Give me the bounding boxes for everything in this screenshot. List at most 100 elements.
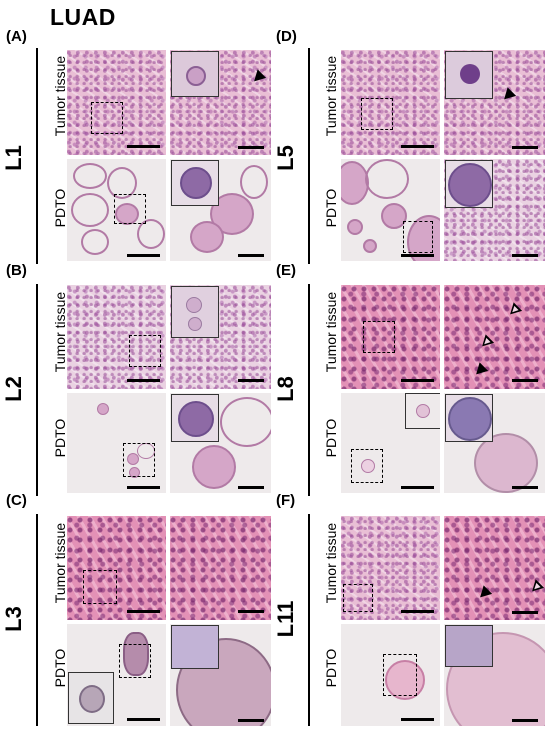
scale-bar <box>401 254 434 257</box>
panel-letter-b: (B) <box>6 262 27 279</box>
micrograph-c-pdto <box>67 624 166 726</box>
case-bracket-c <box>36 514 38 726</box>
cell-inset <box>445 51 493 99</box>
micrograph-e-tissue <box>341 285 440 389</box>
scale-bar <box>401 486 434 489</box>
zoom-region-box <box>383 654 417 696</box>
scale-bar <box>512 611 538 614</box>
row-label-tissue-b: Tumor tissue <box>52 291 68 373</box>
overview-inset <box>405 393 440 429</box>
case-label-l2: L2 <box>1 376 26 402</box>
zoom-region-box <box>351 449 383 483</box>
stain-inset <box>171 394 219 442</box>
micrograph-a-tissue-zoom <box>170 50 271 155</box>
micrograph-a-pdto <box>67 159 166 261</box>
row-label-tissue-d: Tumor tissue <box>323 55 339 137</box>
micrograph-d-tissue-zoom <box>444 50 545 155</box>
scale-bar <box>127 145 160 148</box>
micrograph-c-pdto-zoom <box>170 624 271 726</box>
cell-inset <box>171 286 219 338</box>
scale-bar <box>512 254 538 257</box>
scale-bar <box>238 379 264 382</box>
row-label-pdto-c: PDTO <box>52 648 68 688</box>
arrowhead-marker <box>471 362 489 379</box>
case-label-l3: L3 <box>1 606 26 632</box>
panel-letter-d: (D) <box>276 28 297 45</box>
scale-bar <box>127 610 160 613</box>
zoom-region-box <box>91 102 123 134</box>
arrowhead-marker <box>475 585 493 602</box>
scale-bar <box>238 254 264 257</box>
stain-inset <box>445 625 493 667</box>
open-arrowhead-marker <box>477 334 495 351</box>
row-label-pdto-d: PDTO <box>323 188 339 228</box>
case-label-l1: L1 <box>1 145 26 171</box>
scale-bar <box>127 379 160 382</box>
scale-bar <box>401 145 434 148</box>
stain-inset <box>445 160 493 208</box>
micrograph-a-tissue <box>67 50 166 155</box>
micrograph-d-tissue <box>341 50 440 155</box>
overview-inset <box>68 672 114 724</box>
row-label-pdto-e: PDTO <box>323 418 339 458</box>
case-bracket-b <box>36 284 38 496</box>
arrowhead-marker <box>249 69 267 86</box>
open-arrowhead-marker <box>505 302 523 319</box>
micrograph-c-tissue-zoom <box>170 516 271 620</box>
case-label-l11: L11 <box>273 600 298 638</box>
micrograph-f-tissue-zoom <box>444 516 545 620</box>
scale-bar <box>512 379 538 382</box>
micrograph-d-pdto <box>341 159 440 261</box>
micrograph-f-pdto <box>341 624 440 726</box>
stain-inset <box>171 625 219 669</box>
case-label-l5: L5 <box>273 145 298 171</box>
scale-bar <box>127 486 160 489</box>
zoom-region-box <box>119 644 151 678</box>
row-label-tissue-a: Tumor tissue <box>52 55 68 137</box>
micrograph-b-tissue <box>67 285 166 389</box>
zoom-region-box <box>361 98 393 130</box>
zoom-region-box <box>83 570 117 604</box>
case-bracket-d <box>308 48 310 264</box>
scale-bar <box>401 379 434 382</box>
scale-bar <box>512 719 538 722</box>
row-label-pdto-b: PDTO <box>52 418 68 458</box>
case-label-l8: L8 <box>273 376 298 402</box>
row-label-pdto-a: PDTO <box>52 188 68 228</box>
scale-bar <box>401 718 434 721</box>
zoom-region-box <box>403 221 433 253</box>
micrograph-b-pdto-zoom <box>170 393 271 493</box>
micrograph-e-tissue-zoom <box>444 285 545 389</box>
scale-bar <box>238 610 264 613</box>
open-arrowhead-marker <box>527 579 545 596</box>
case-bracket-e <box>308 284 310 496</box>
case-bracket-f <box>308 514 310 726</box>
cell-inset <box>171 51 219 97</box>
panel-letter-e: (E) <box>276 262 296 279</box>
stain-inset <box>171 160 219 206</box>
panel-letter-f: (F) <box>276 492 296 509</box>
micrograph-e-pdto <box>341 393 440 493</box>
zoom-region-box <box>363 321 395 353</box>
row-label-tissue-c: Tumor tissue <box>52 522 68 604</box>
row-label-pdto-f: PDTO <box>323 648 339 688</box>
micrograph-a-pdto-zoom <box>170 159 271 261</box>
micrograph-b-pdto <box>67 393 166 493</box>
scale-bar <box>512 146 538 149</box>
scale-bar <box>238 486 264 489</box>
panel-letter-c: (C) <box>6 492 27 509</box>
micrograph-f-tissue <box>341 516 440 620</box>
stain-inset <box>445 394 493 442</box>
zoom-region-box <box>129 335 161 367</box>
scale-bar <box>401 610 434 613</box>
scale-bar <box>238 719 264 722</box>
scale-bar <box>127 718 160 721</box>
row-label-tissue-f: Tumor tissue <box>323 522 339 604</box>
case-bracket-a <box>36 48 38 264</box>
arrowhead-marker <box>499 87 517 104</box>
micrograph-e-pdto-zoom <box>444 393 545 493</box>
zoom-region-box <box>343 584 373 612</box>
figure-title: LUAD <box>50 4 116 30</box>
row-label-tissue-e: Tumor tissue <box>323 291 339 373</box>
zoom-region-box <box>123 443 155 477</box>
